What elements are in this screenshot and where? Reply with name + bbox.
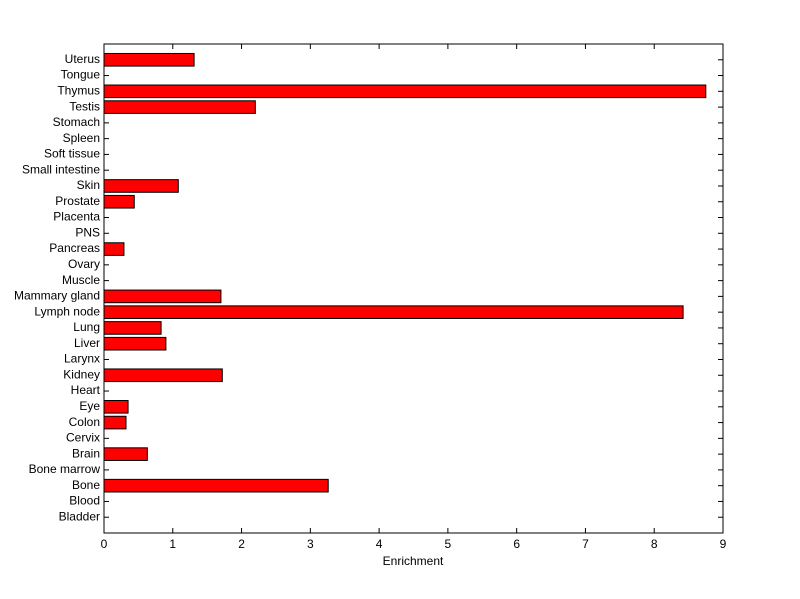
x-tick-label: 6 <box>513 537 520 551</box>
bar <box>103 52 195 67</box>
y-tick-label: Brain <box>72 446 100 460</box>
bar <box>103 478 329 493</box>
y-tick-label: Lymph node <box>34 304 100 318</box>
x-tick-label: 3 <box>307 537 314 551</box>
y-tick-label: Prostate <box>55 194 100 208</box>
y-tick-label: Tongue <box>61 68 101 82</box>
bar <box>103 179 179 193</box>
x-tick-label: 8 <box>651 537 658 551</box>
bar <box>103 321 162 335</box>
y-tick-label: Stomach <box>53 115 100 129</box>
y-tick-label: Larynx <box>64 352 100 366</box>
y-tick-label: Bone marrow <box>29 462 101 476</box>
y-tick-label: Soft tissue <box>44 147 100 161</box>
bar <box>103 415 127 430</box>
y-tick-label: Kidney <box>63 367 100 381</box>
x-tick-label: 9 <box>720 537 727 551</box>
y-tick-label: Pancreas <box>49 241 100 255</box>
x-axis-label: Enrichment <box>383 554 444 568</box>
x-tick-label: 0 <box>101 537 108 551</box>
y-tick-label: Small intestine <box>22 162 100 176</box>
y-tick-label: Thymus <box>57 83 100 97</box>
y-tick-label: Ovary <box>68 257 100 271</box>
y-tick-label: Blood <box>69 494 100 508</box>
y-tick-label: Skin <box>77 178 100 192</box>
y-tick-label: Bone <box>72 478 100 492</box>
y-tick-label: Uterus <box>65 52 100 66</box>
x-tick-label: 5 <box>445 537 452 551</box>
y-tick-label: Spleen <box>63 131 100 145</box>
bar <box>103 242 125 256</box>
bar <box>103 336 167 351</box>
y-tick-label: PNS <box>75 225 100 239</box>
y-tick-label: Lung <box>73 320 100 334</box>
y-tick-label: Testis <box>69 99 100 113</box>
y-tick-label: Placenta <box>53 210 100 224</box>
x-tick-label: 1 <box>169 537 176 551</box>
y-tick-label: Muscle <box>62 273 100 287</box>
y-tick-label: Colon <box>69 415 100 429</box>
x-tick-label: 2 <box>238 537 245 551</box>
bar <box>103 447 148 461</box>
bar <box>103 399 129 414</box>
bar <box>103 305 684 319</box>
y-tick-label: Heart <box>71 383 101 397</box>
x-tick-label: 4 <box>376 537 383 551</box>
y-tick-label: Cervix <box>66 431 100 445</box>
y-tick-label: Mammary gland <box>14 289 100 303</box>
x-tick-label: 7 <box>582 537 589 551</box>
bar <box>103 194 135 209</box>
bar <box>103 84 707 99</box>
plot-frame <box>103 43 724 534</box>
y-tick-label: Bladder <box>59 509 100 523</box>
bar <box>103 289 222 304</box>
bar <box>103 368 223 383</box>
bar <box>103 100 256 114</box>
y-tick-label: Eye <box>79 399 100 413</box>
y-tick-label: Liver <box>74 336 100 350</box>
